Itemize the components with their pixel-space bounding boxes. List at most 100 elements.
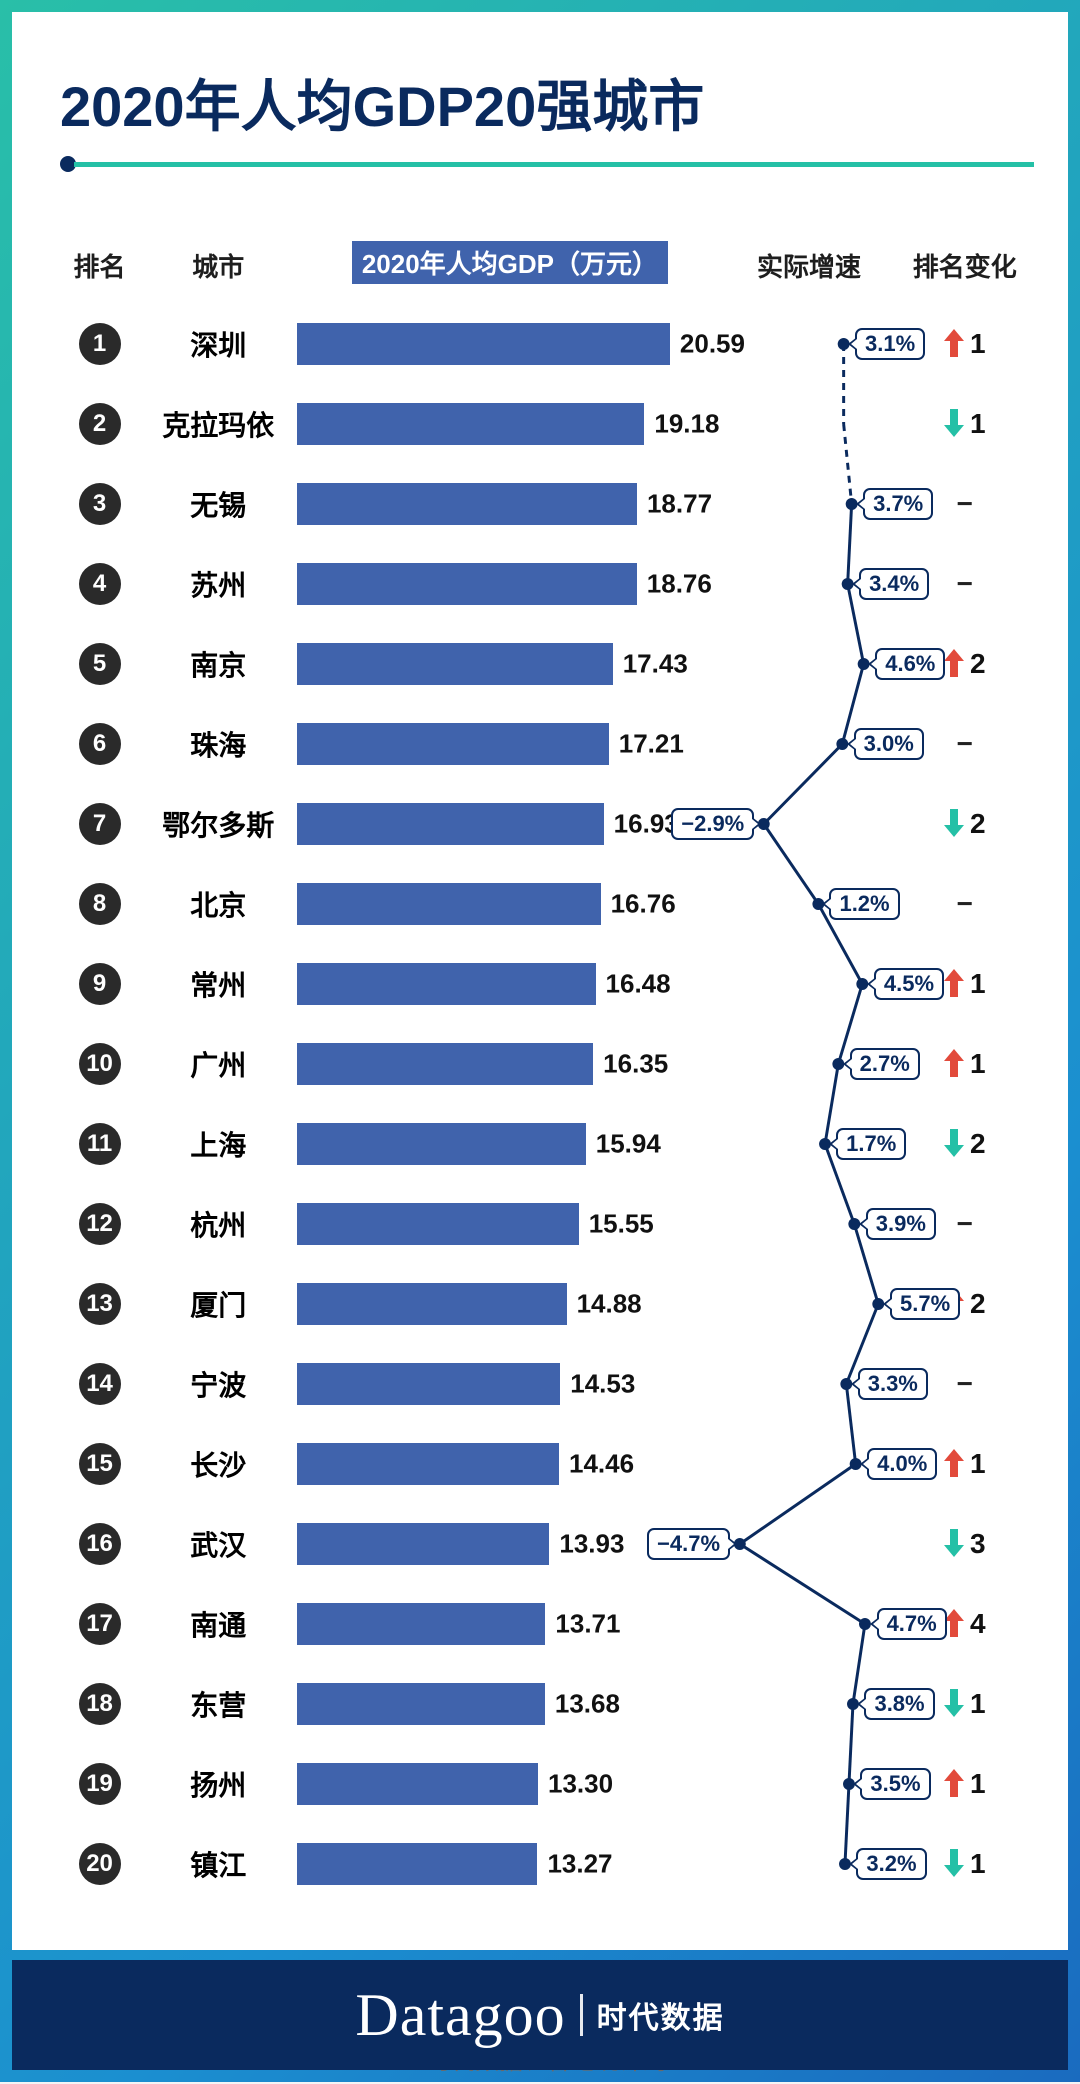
growth-tag: 3.2% — [856, 1848, 926, 1880]
gdp-value: 18.76 — [647, 569, 712, 600]
arrow-up-icon — [944, 1608, 964, 1640]
arrow-up-icon — [944, 968, 964, 1000]
growth-cell: 4.5% — [723, 963, 896, 1005]
rank-badge: 9 — [79, 963, 121, 1005]
table-row: 8北京16.761.2%− — [60, 864, 1034, 944]
city-name: 无锡 — [139, 484, 297, 524]
title-underline — [60, 157, 1034, 171]
growth-tag: 5.7% — [890, 1288, 960, 1320]
arrow-down-icon — [944, 1128, 964, 1160]
rank-badge: 18 — [79, 1683, 121, 1725]
header-gdp-wrap: 2020年人均GDP（万元） — [297, 241, 722, 284]
rank-change: 2 — [896, 1128, 1034, 1160]
growth-tag: 4.7% — [877, 1608, 947, 1640]
table-row: 14宁波14.533.3%− — [60, 1344, 1034, 1424]
gdp-bar — [297, 1363, 560, 1405]
growth-cell: 1.7% — [723, 1123, 896, 1165]
growth-tag: 3.8% — [864, 1688, 934, 1720]
city-name: 北京 — [139, 884, 297, 924]
arrow-down-icon — [944, 808, 964, 840]
gdp-bar — [297, 483, 637, 525]
rank-badge: 16 — [79, 1523, 121, 1565]
city-name: 宁波 — [139, 1364, 297, 1404]
city-name: 苏州 — [139, 564, 297, 604]
gdp-value: 13.27 — [547, 1849, 612, 1880]
footer-separator — [580, 1994, 583, 2036]
table-row: 4苏州18.763.4%− — [60, 544, 1034, 624]
rank-badge: 15 — [79, 1443, 121, 1485]
header-rank: 排名 — [60, 247, 139, 284]
rank-badge: 14 — [79, 1363, 121, 1405]
header-change: 排名变化 — [896, 247, 1034, 284]
growth-cell — [723, 403, 896, 445]
arrow-down-icon — [944, 1528, 964, 1560]
gdp-bar — [297, 1123, 585, 1165]
city-name: 上海 — [139, 1124, 297, 1164]
growth-tag: −4.7% — [647, 1528, 730, 1560]
growth-cell: 3.9% — [723, 1203, 896, 1245]
rank-badge: 13 — [79, 1283, 121, 1325]
table-row: 5南京17.434.6% 2 — [60, 624, 1034, 704]
city-name: 扬州 — [139, 1764, 297, 1804]
table-row: 13厦门14.885.7% 2 — [60, 1264, 1034, 1344]
growth-tag: 4.5% — [874, 968, 944, 1000]
footer-zh: 时代数据 — [597, 1993, 725, 2037]
table-row: 11上海15.941.7% 2 — [60, 1104, 1034, 1184]
gdp-value: 14.46 — [569, 1449, 634, 1480]
city-name: 厦门 — [139, 1284, 297, 1324]
growth-tag: 3.0% — [854, 728, 924, 760]
city-name: 镇江 — [139, 1844, 297, 1884]
gdp-value: 18.77 — [647, 489, 712, 520]
footer-brand: Datagoo — [355, 1981, 565, 2050]
gdp-value: 14.88 — [577, 1289, 642, 1320]
growth-cell: 3.1% — [723, 323, 896, 365]
growth-tag: 3.9% — [866, 1208, 936, 1240]
gdp-bar — [297, 883, 600, 925]
brand-footer: Datagoo 时代数据 — [12, 1960, 1068, 2070]
growth-tag: 4.6% — [875, 648, 945, 680]
arrow-up-icon — [944, 1448, 964, 1480]
content-card: 2020年人均GDP20强城市 排名 城市 2020年人均GDP（万元） 实际增… — [12, 12, 1068, 1950]
growth-cell: 5.7% — [723, 1283, 896, 1325]
city-name: 鄂尔多斯 — [139, 804, 297, 844]
growth-cell: 4.6% — [723, 643, 896, 685]
growth-tag: −2.9% — [671, 808, 754, 840]
table-row: 19扬州13.303.5% 1 — [60, 1744, 1034, 1824]
growth-cell: −2.9% — [723, 803, 896, 845]
gdp-value: 14.53 — [570, 1369, 635, 1400]
page-title: 2020年人均GDP20强城市 — [60, 62, 1034, 143]
city-name: 深圳 — [139, 324, 297, 364]
gdp-value: 16.76 — [611, 889, 676, 920]
rank-badge: 12 — [79, 1203, 121, 1245]
growth-cell: 3.0% — [723, 723, 896, 765]
rank-badge: 1 — [79, 323, 121, 365]
gdp-bar — [297, 1603, 545, 1645]
gdp-bar — [297, 963, 595, 1005]
table-row: 6珠海17.213.0%− — [60, 704, 1034, 784]
rank-badge: 19 — [79, 1763, 121, 1805]
rank-badge: 2 — [79, 403, 121, 445]
gdp-bar — [297, 1763, 538, 1805]
arrow-up-icon — [944, 328, 964, 360]
table-row: 20镇江13.273.2% 1 — [60, 1824, 1034, 1904]
growth-tag: 3.4% — [859, 568, 929, 600]
rank-badge: 8 — [79, 883, 121, 925]
city-name: 珠海 — [139, 724, 297, 764]
header-city: 城市 — [139, 247, 297, 284]
gdp-bar — [297, 643, 612, 685]
city-name: 广州 — [139, 1044, 297, 1084]
arrow-up-icon — [944, 1768, 964, 1800]
rank-change: 2 — [896, 808, 1034, 840]
city-name: 南京 — [139, 644, 297, 684]
header-gdp: 2020年人均GDP（万元） — [352, 241, 668, 284]
table-row: 7鄂尔多斯16.93−2.9% 2 — [60, 784, 1034, 864]
gdp-bar — [297, 1443, 559, 1485]
growth-cell: 3.4% — [723, 563, 896, 605]
table-row: 3无锡18.773.7%− — [60, 464, 1034, 544]
gdp-value: 15.94 — [596, 1129, 661, 1160]
arrow-up-icon — [944, 648, 964, 680]
growth-cell: −4.7% — [723, 1523, 896, 1565]
column-headers: 排名 城市 2020年人均GDP（万元） 实际增速 排名变化 — [60, 241, 1034, 284]
city-name: 南通 — [139, 1604, 297, 1644]
growth-cell: 3.7% — [723, 483, 896, 525]
